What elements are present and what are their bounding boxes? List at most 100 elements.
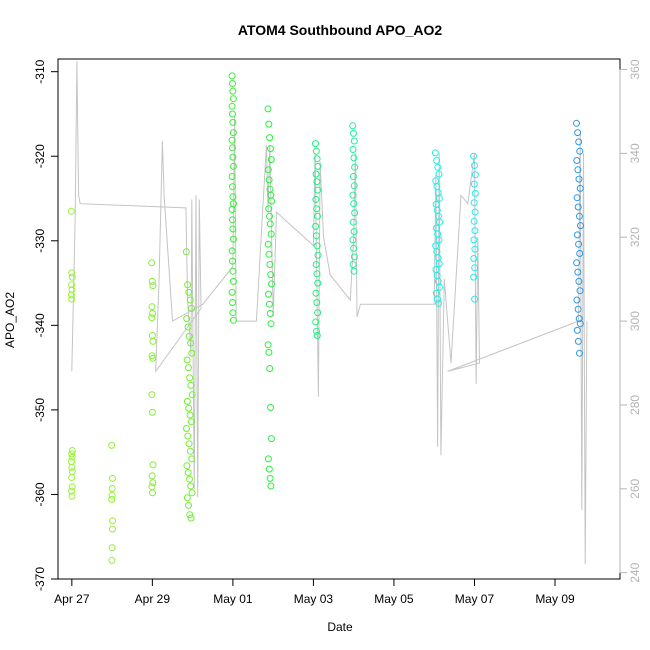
data-point xyxy=(575,138,583,146)
data-point xyxy=(313,299,321,306)
y2-tick-label: 260 xyxy=(628,479,642,499)
data-point xyxy=(574,129,582,137)
data-point xyxy=(434,163,442,171)
data-point xyxy=(68,468,76,476)
data-point xyxy=(228,288,236,296)
data-point xyxy=(229,257,236,265)
data-point xyxy=(349,218,357,226)
data-point xyxy=(108,556,116,564)
data-point xyxy=(229,277,237,285)
data-point xyxy=(266,365,274,372)
data-point xyxy=(148,259,156,267)
data-point xyxy=(68,450,76,458)
data-point xyxy=(312,318,320,326)
data-point xyxy=(470,199,478,207)
data-point xyxy=(184,432,192,440)
x-tick-label: May 05 xyxy=(374,592,414,606)
y-tick-label: -330 xyxy=(33,228,47,252)
data-point xyxy=(267,230,275,238)
x-axis: Apr 27 Apr 29 May 01 May 03 May 05 May 07 May … xyxy=(54,578,575,606)
y-axis-label: APO_AO2 xyxy=(3,292,17,348)
data-point xyxy=(68,273,76,281)
data-point xyxy=(435,299,443,307)
data-point xyxy=(68,295,76,303)
x-axis-label: Date xyxy=(327,620,353,634)
data-point xyxy=(184,469,192,476)
data-point xyxy=(188,304,195,312)
data-point xyxy=(575,212,583,220)
data-point xyxy=(67,291,75,299)
data-point xyxy=(266,310,274,317)
data-point xyxy=(149,461,157,469)
data-point xyxy=(228,173,236,180)
data-point xyxy=(312,170,320,178)
data-point xyxy=(265,348,273,356)
data-point xyxy=(267,271,275,279)
data-point xyxy=(183,494,191,502)
data-point xyxy=(264,166,272,174)
data-point xyxy=(575,175,583,183)
y2-tick-label: 340 xyxy=(628,143,642,163)
data-point xyxy=(68,483,76,491)
data-point xyxy=(108,485,116,492)
data-point xyxy=(188,349,196,357)
data-point xyxy=(229,216,236,224)
data-point xyxy=(574,337,582,345)
data-point xyxy=(267,435,275,443)
data-point xyxy=(68,453,76,461)
data-point xyxy=(265,205,273,213)
data-point xyxy=(350,267,358,275)
data-point xyxy=(188,489,196,497)
data-point xyxy=(183,397,191,405)
data-point xyxy=(576,287,584,295)
data-point xyxy=(574,305,582,313)
data-point xyxy=(314,162,322,170)
data-point xyxy=(471,171,479,179)
data-point xyxy=(266,134,274,142)
x-tick-label: May 07 xyxy=(455,592,495,606)
data-point xyxy=(576,147,584,155)
data-point xyxy=(470,255,478,262)
data-point xyxy=(186,447,194,455)
data-point xyxy=(471,264,479,272)
data-point xyxy=(266,474,274,482)
data-point xyxy=(229,118,237,126)
data-point xyxy=(183,356,191,364)
data-point xyxy=(229,235,237,243)
data-point xyxy=(573,231,581,239)
data-point xyxy=(265,300,273,308)
data-point xyxy=(313,327,320,335)
data-point xyxy=(576,184,584,192)
data-point xyxy=(313,205,321,213)
data-point xyxy=(108,491,116,499)
data-point xyxy=(577,222,584,230)
data-point xyxy=(148,408,156,416)
data-point xyxy=(149,282,157,290)
data-point xyxy=(573,119,580,127)
data-point xyxy=(312,232,320,240)
data-point xyxy=(187,418,195,426)
data-point xyxy=(576,349,583,357)
data-point xyxy=(229,144,236,152)
data-point xyxy=(574,203,582,211)
data-point xyxy=(436,283,444,291)
data-point xyxy=(350,253,358,261)
data-point xyxy=(268,280,275,288)
data-point xyxy=(350,200,358,208)
data-point xyxy=(228,72,236,80)
data-point xyxy=(67,207,75,215)
data-point xyxy=(266,261,274,268)
data-point xyxy=(435,236,443,244)
data-point xyxy=(185,404,193,412)
y2-tick-label: 320 xyxy=(628,227,642,247)
data-point xyxy=(312,222,320,230)
data-point xyxy=(68,463,76,471)
data-point xyxy=(314,212,321,220)
data-point xyxy=(470,217,478,225)
data-point xyxy=(267,403,275,411)
data-point xyxy=(314,251,322,259)
data-point xyxy=(265,290,272,298)
data-point xyxy=(313,242,321,250)
data-point xyxy=(313,155,321,163)
data-point xyxy=(68,281,76,289)
